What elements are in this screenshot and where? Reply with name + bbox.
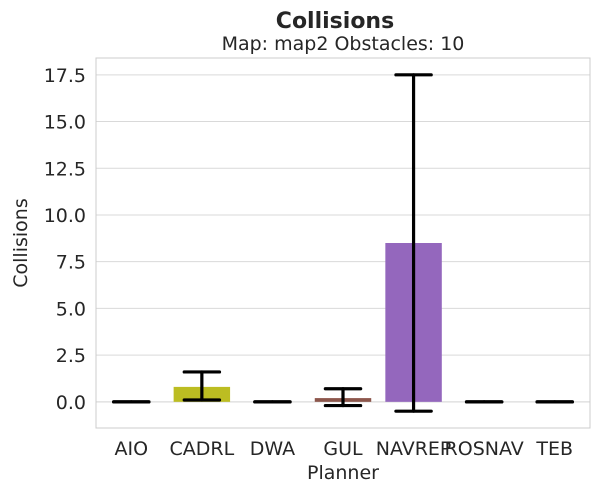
error-bars [112,73,574,413]
y-tick-label: 17.5 [44,65,86,87]
x-axis-label: Planner [307,462,379,484]
error-bar-navrep [394,73,433,413]
y-tick-label: 7.5 [56,252,86,274]
y-tick-label: 10.0 [44,205,86,227]
error-bar-cadrl [182,370,222,402]
y-tick-label: 2.5 [56,345,86,367]
x-tick-label-navrep: NAVREP [376,438,452,460]
y-axis-label: Collisions [10,198,32,287]
y-tick-label: 5.0 [56,298,86,320]
error-bar-gul [323,387,363,408]
y-tick-label: 15.0 [44,112,86,134]
y-tick-labels: 0.0 2.5 5.0 7.5 10.0 12.5 15.0 17.5 [44,65,86,414]
x-tick-label-gul: GUL [323,438,363,460]
x-tick-label-dwa: DWA [250,438,295,460]
x-tick-label-rosnav: ROSNAV [445,438,524,460]
y-tick-label: 12.5 [44,158,86,180]
bars [173,243,442,402]
plot-frame [95,57,591,429]
x-tick-label-cadrl: CADRL [170,438,235,460]
x-tick-label-teb: TEB [535,438,573,460]
x-tick-label-aio: AIO [115,438,149,460]
chart-title: Collisions [276,9,394,34]
y-tick-label: 0.0 [56,392,86,414]
grid-lines [96,74,590,403]
chart-subtitle: Map: map2 Obstacles: 10 [222,33,465,55]
